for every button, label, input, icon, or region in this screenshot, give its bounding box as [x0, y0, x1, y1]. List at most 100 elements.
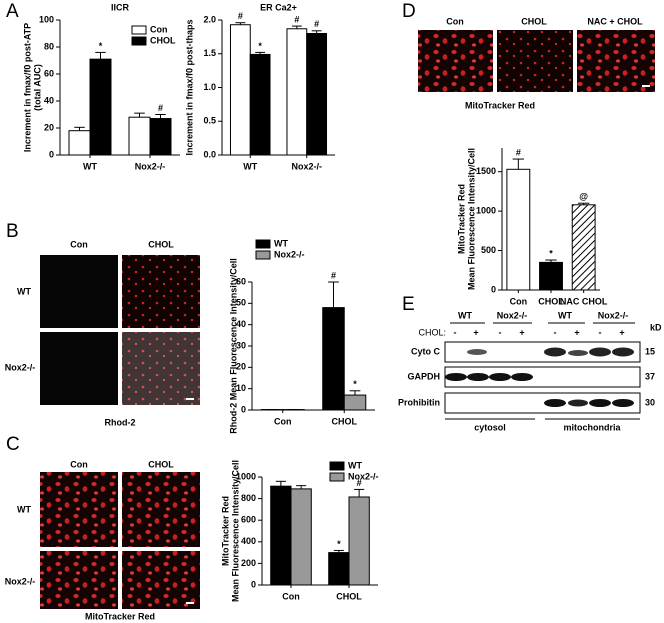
y-tick-label: 50	[236, 298, 246, 308]
row-label: WT	[17, 286, 31, 296]
y-tick-label: 1.0	[203, 82, 216, 92]
caption: MitoTracker Red	[85, 611, 155, 621]
treatment: +	[473, 327, 478, 337]
y-tick-label: 0	[49, 149, 54, 159]
kd: 30	[645, 397, 655, 407]
row-label: Cyto C	[411, 346, 441, 356]
micrograph	[497, 30, 573, 92]
y-tick-label: 30	[236, 340, 246, 350]
band	[612, 399, 634, 407]
bar	[286, 28, 308, 156]
row-label: Nox2-/-	[5, 362, 36, 372]
legend-swatch	[255, 239, 271, 249]
column-label: Con	[70, 459, 88, 469]
x-tick-label: CHOL	[336, 591, 362, 601]
y-tick-label: 0.0	[203, 149, 216, 159]
band	[568, 399, 588, 407]
band	[445, 373, 467, 381]
blot-strip	[444, 341, 641, 363]
x-tick-label: WT	[243, 161, 257, 171]
y-axis-label: Increment in fmax/f0 post-thaps	[184, 19, 194, 155]
treatment: -	[454, 327, 457, 337]
legend-swatch	[329, 461, 345, 471]
significance-marker: #	[314, 19, 319, 29]
group-label: Nox2-/-	[497, 310, 528, 320]
legend-label: CHOL	[150, 35, 176, 45]
y-tick-label: 500	[481, 245, 496, 255]
y-tick-label: 1000	[236, 471, 256, 481]
western-blot: WT Nox2-/- WT Nox2-/- CHOL: - + - + - + …	[398, 310, 662, 432]
significance-marker: *	[549, 248, 553, 258]
legend-label: WT	[348, 460, 362, 470]
row-label: WT	[17, 504, 31, 514]
bar	[348, 496, 370, 586]
scale-bar	[186, 398, 194, 400]
band	[544, 347, 566, 357]
panel-label: E	[402, 294, 415, 315]
bar	[506, 168, 531, 291]
y-axis-label: Increment in fmax/f0 post-ATP	[22, 23, 32, 152]
x-tick-label: NAC CHOL	[560, 296, 608, 306]
group-label: WT	[558, 310, 572, 320]
significance-marker: #	[238, 11, 243, 21]
y-tick-label: 0	[491, 284, 496, 294]
band	[489, 373, 511, 381]
panel-label: C	[6, 434, 20, 455]
column-label: Con	[446, 16, 464, 26]
column-label: Con	[70, 239, 88, 249]
micrograph	[122, 255, 200, 328]
x-tick-label: WT	[83, 161, 97, 171]
y-tick-label: 0	[251, 579, 256, 589]
y-tick-label: 80	[44, 41, 54, 51]
bar	[290, 488, 312, 586]
legend-swatch	[131, 25, 147, 35]
row-label: GAPDH	[407, 371, 440, 381]
y-tick-label: 60	[44, 68, 54, 78]
significance-marker: *	[353, 379, 357, 389]
significance-marker: #	[294, 14, 299, 24]
band	[589, 347, 611, 357]
significance-marker: #	[516, 147, 521, 157]
bar	[270, 485, 292, 586]
y-tick-label: 10	[236, 383, 246, 393]
y-axis-label: Mean Fluorescence Intensity/Cell	[466, 148, 476, 290]
treatment: +	[619, 327, 624, 337]
significance-marker: *	[99, 41, 103, 51]
band	[511, 373, 533, 381]
y-tick-label: 0	[241, 404, 246, 414]
bar	[89, 58, 112, 156]
micrograph	[40, 472, 118, 547]
y-tick-label: 40	[44, 95, 54, 105]
kd: 15	[645, 346, 655, 356]
micrograph	[122, 332, 200, 405]
scale-bar	[186, 602, 194, 604]
micrograph	[40, 332, 118, 405]
y-tick-label: 20	[236, 362, 246, 372]
bar	[322, 307, 345, 411]
treatment: -	[554, 327, 557, 337]
band	[544, 399, 566, 407]
y-tick-label: 200	[241, 558, 256, 568]
band	[589, 399, 611, 407]
column-label: CHOL	[521, 16, 547, 26]
micrograph	[122, 472, 200, 547]
significance-marker: #	[331, 270, 336, 280]
group-label: Nox2-/-	[598, 310, 629, 320]
y-axis-label: MitoTracker Red	[456, 184, 466, 254]
legend-swatch	[329, 472, 345, 482]
chart-title: ER Ca2+	[260, 2, 297, 12]
treatment-label: CHOL:	[418, 327, 446, 337]
treatment: +	[519, 327, 524, 337]
band	[612, 347, 634, 357]
y-axis-label: Mean Fluorescence Intensity/Cell	[230, 460, 240, 602]
x-tick-label: CHOL	[332, 416, 358, 426]
treatment: -	[499, 327, 502, 337]
bar	[149, 118, 172, 156]
group-label: WT	[458, 310, 472, 320]
column-label: NAC + CHOL	[587, 16, 643, 26]
band	[467, 349, 487, 355]
y-tick-label: 800	[241, 493, 256, 503]
y-tick-label: 400	[241, 536, 256, 546]
legend-swatch	[255, 250, 271, 260]
